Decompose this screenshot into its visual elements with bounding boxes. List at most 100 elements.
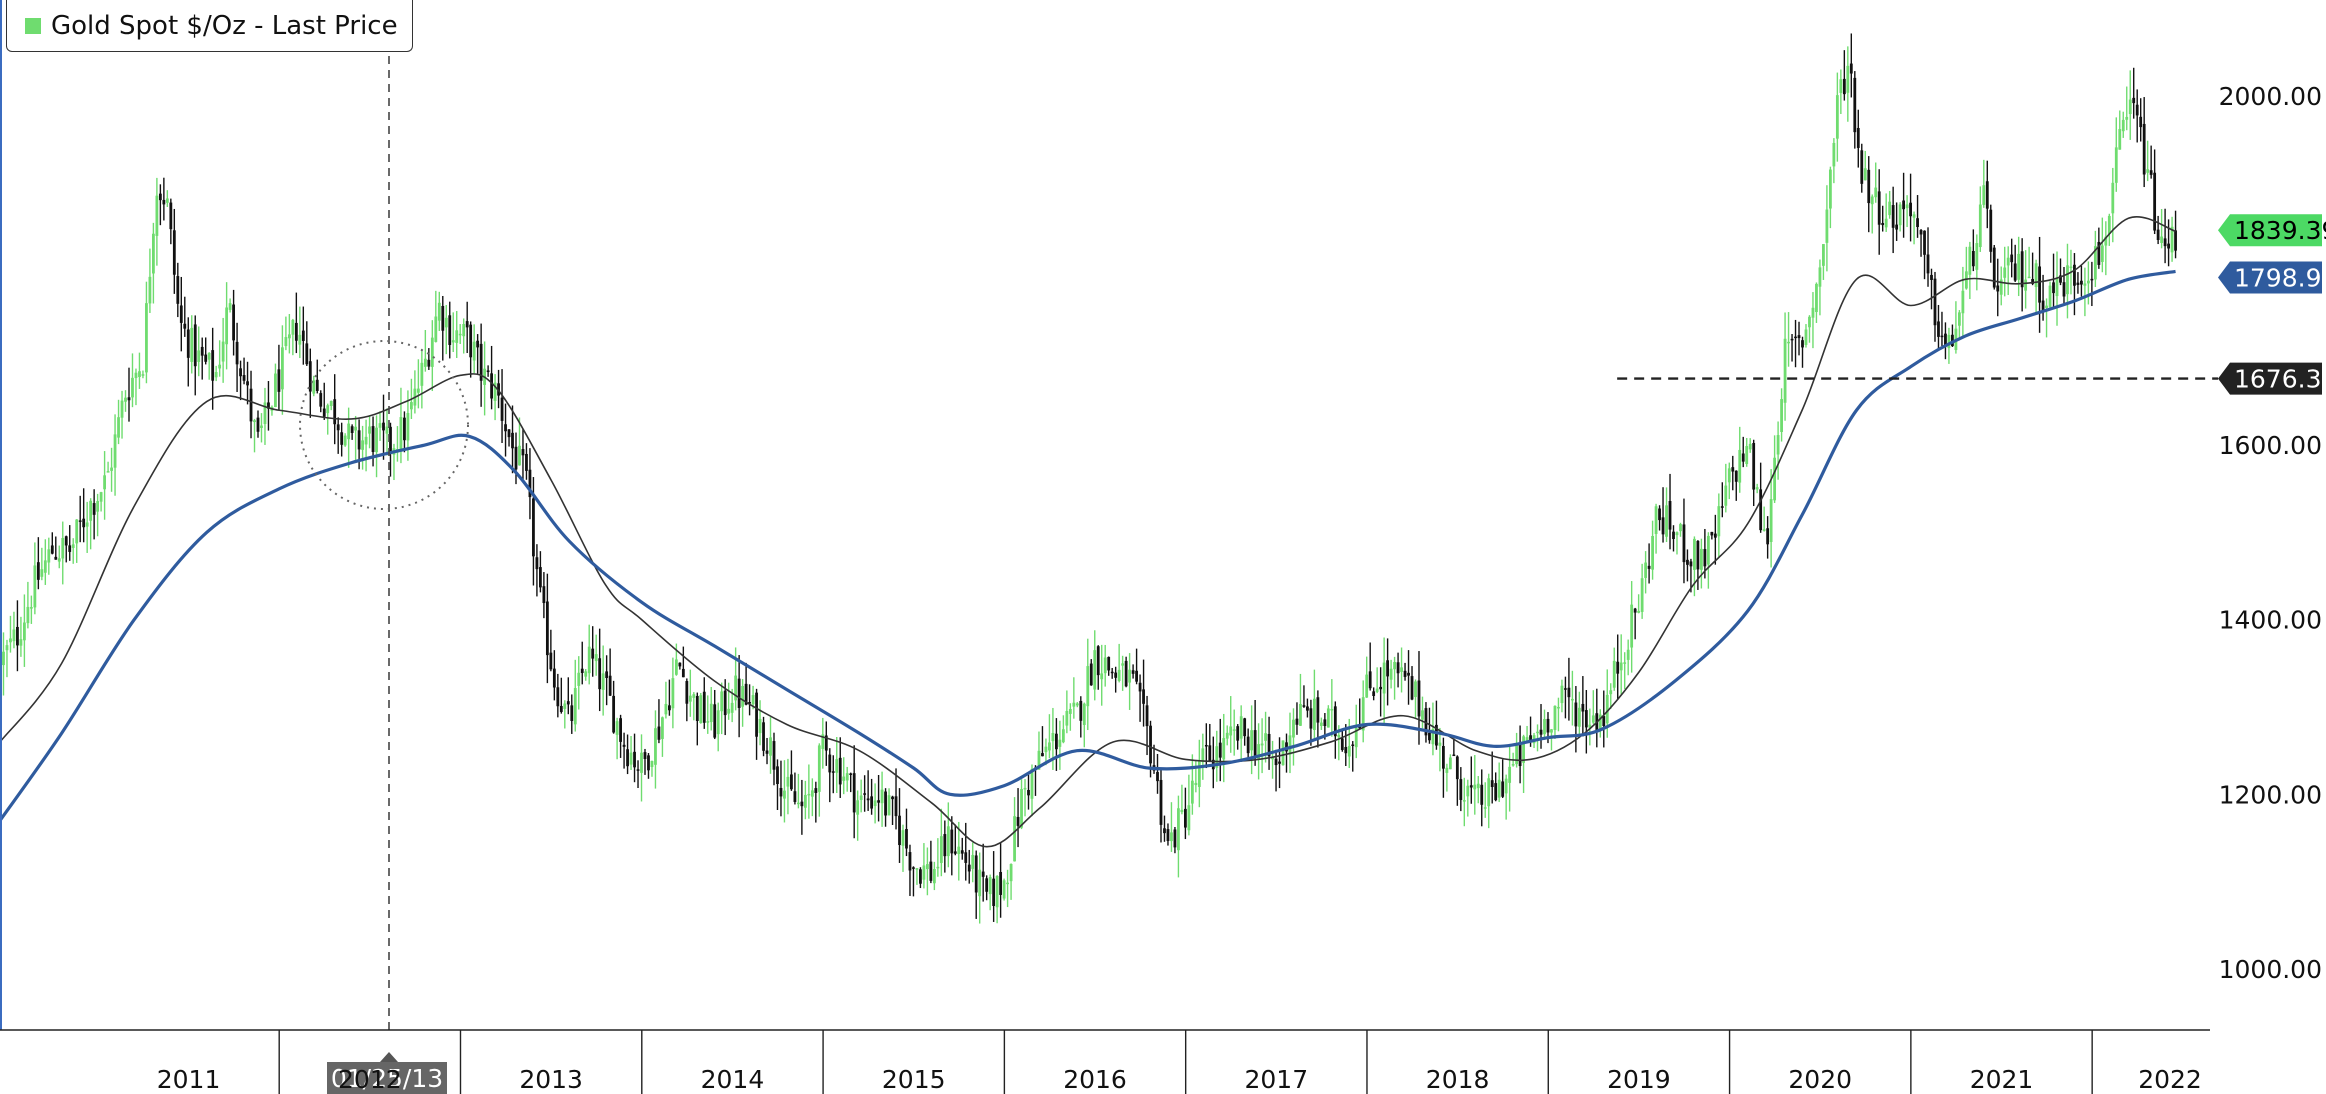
candle-body	[423, 358, 427, 367]
candle-body	[936, 866, 940, 869]
candle-body	[1591, 715, 1595, 723]
candle-body	[451, 340, 455, 343]
candle-body	[2003, 267, 2007, 278]
candle-body	[1891, 205, 1895, 228]
candle-body	[971, 854, 975, 869]
candle-body	[1832, 142, 1836, 167]
candle-body	[1403, 670, 1407, 677]
candle-body	[2034, 263, 2038, 288]
candle-body	[103, 475, 106, 490]
candle-body	[1686, 559, 1689, 565]
candle-body	[598, 658, 602, 690]
candle-body	[1326, 708, 1330, 728]
candle-body	[176, 276, 180, 304]
candle-body	[1218, 742, 1222, 758]
candle-body	[427, 359, 431, 367]
candle-body	[343, 435, 347, 446]
candle-body	[267, 402, 270, 409]
candle-body	[190, 327, 194, 362]
candle-body	[2006, 257, 2010, 266]
candle-body	[82, 518, 86, 528]
candle-body	[1696, 540, 1700, 570]
candle-body	[308, 361, 312, 392]
candle-body	[1888, 201, 1892, 216]
candle-body	[92, 503, 96, 515]
candle-body	[1079, 700, 1083, 721]
candle-body	[1232, 729, 1236, 731]
candle-body	[1197, 761, 1201, 787]
candle-body	[1944, 333, 1947, 347]
candle-body	[284, 337, 288, 347]
candle-body	[668, 705, 671, 711]
x-tick-label: 2016	[1063, 1065, 1127, 1094]
candle-body	[1110, 671, 1114, 674]
candle-body	[1027, 789, 1030, 796]
candle-body	[702, 691, 706, 723]
candle-body	[329, 400, 333, 407]
candle-body	[1037, 750, 1041, 770]
candle-body	[1177, 808, 1180, 851]
candle-body	[1504, 778, 1508, 794]
candle-body	[200, 346, 204, 356]
candle-body	[1163, 828, 1166, 834]
candle-body	[1438, 742, 1442, 746]
candle-body	[2174, 230, 2177, 251]
candle-body	[493, 382, 497, 401]
candle-body	[2135, 104, 2139, 116]
candle-body	[1501, 781, 1505, 797]
candle-body	[26, 606, 30, 624]
candle-body	[1473, 784, 1477, 790]
candle-body	[1089, 663, 1093, 686]
candle-body	[23, 622, 26, 641]
candle-body	[437, 302, 441, 321]
candle-body	[1752, 442, 1756, 490]
candle-body	[2086, 280, 2090, 284]
candle-body	[218, 364, 222, 369]
candle-body	[1738, 449, 1742, 483]
candle-body	[1588, 724, 1592, 728]
candle-body	[978, 869, 982, 897]
candle-body	[1065, 710, 1069, 726]
candle-body	[1128, 669, 1132, 683]
candle-body	[16, 626, 19, 646]
candle-body	[134, 372, 138, 379]
candle-body	[1912, 214, 1916, 218]
candle-body	[99, 492, 103, 502]
candle-body	[793, 791, 797, 802]
candle-body	[1797, 335, 1801, 339]
candle-body	[1093, 650, 1097, 690]
candle-body	[1996, 285, 2000, 292]
candle-body	[723, 690, 727, 716]
candle-body	[744, 683, 748, 705]
candle-body	[835, 759, 839, 773]
candle-body	[1598, 714, 1602, 731]
candle-body	[1940, 335, 1944, 338]
candle-body	[514, 446, 518, 470]
candle-body	[1459, 779, 1463, 800]
candle-body	[1577, 707, 1581, 727]
x-tick-label: 2021	[1970, 1065, 2034, 1094]
candle-body	[713, 704, 717, 738]
candle-body	[2055, 277, 2059, 297]
candle-body	[2, 651, 5, 666]
candle-body	[490, 373, 493, 399]
candle-body	[1312, 698, 1316, 730]
candle-body	[615, 721, 619, 735]
candle-body	[1407, 672, 1410, 676]
candle-body	[1455, 756, 1459, 780]
candle-body	[1309, 708, 1313, 729]
candle-body	[1344, 746, 1348, 754]
candle-body	[831, 771, 835, 773]
candle-body	[2142, 123, 2146, 175]
candle-body	[1354, 727, 1358, 748]
candle-body	[1633, 608, 1637, 613]
candle-body	[1748, 443, 1752, 450]
candle-body	[2048, 285, 2052, 308]
x-tick-label: 2013	[519, 1065, 583, 1094]
candle-body	[779, 787, 783, 797]
candle-body	[535, 557, 539, 570]
candle-body	[354, 426, 358, 431]
candle-body	[1016, 816, 1020, 826]
candle-body	[1114, 672, 1118, 678]
